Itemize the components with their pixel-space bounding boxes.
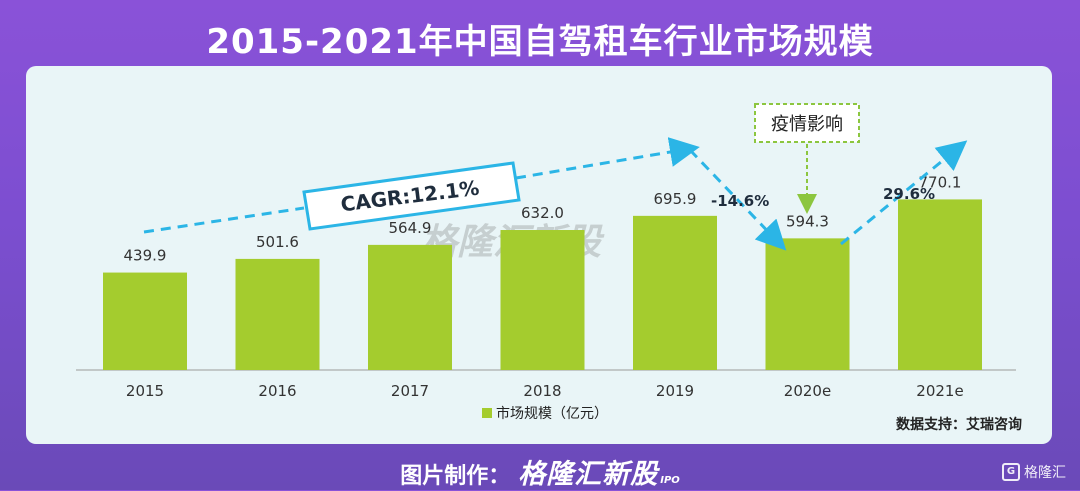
bar-2018 — [500, 230, 585, 370]
x-tick-label: 2018 — [523, 382, 561, 400]
corner-logo-label: 格隆汇 — [1024, 465, 1066, 481]
bar-chart: 格隆汇新股IPO439.92015501.62016564.92017632.0… — [76, 103, 1016, 422]
page-title: 2015-2021年中国自驾租车行业市场规模 — [206, 22, 874, 62]
x-tick-label: 2016 — [258, 382, 296, 400]
annotations-layer: CAGR:12.1% -14.6% 29.6%疫情影响 — [143, 103, 968, 251]
footer-brand: 格隆汇新股 — [518, 459, 659, 490]
rise-arrow — [840, 140, 968, 246]
bar-2020e — [765, 238, 850, 370]
x-tick-label: 2015 — [126, 382, 164, 400]
bar-value-label: 501.6 — [256, 233, 299, 251]
rise-label: 29.6% — [883, 185, 935, 203]
cagr-trend-arrow-right — [515, 137, 700, 180]
bar-2015 — [103, 272, 187, 370]
bar-2019 — [633, 215, 717, 370]
x-tick-label: 2020e — [784, 382, 831, 400]
brand-logo-icon: G — [1002, 463, 1020, 481]
x-tick-label: 2021e — [916, 382, 963, 400]
bars-layer: 格隆汇新股IPO439.92015501.62016564.92017632.0… — [76, 173, 1016, 422]
drop-label: -14.6% — [711, 192, 769, 210]
bar-value-label: 439.9 — [124, 247, 167, 265]
bar-value-label: 695.9 — [654, 190, 697, 208]
bar-2021e — [898, 199, 982, 370]
bar-2016 — [235, 258, 320, 370]
footer: 图片制作： 格隆汇新股 IPO — [0, 452, 1080, 491]
legend-swatch — [482, 408, 492, 418]
drop-arrow — [688, 148, 787, 251]
covid-label: 疫情影响 — [771, 114, 843, 135]
x-tick-label: 2017 — [391, 382, 429, 400]
legend-label: 市场规模（亿元） — [496, 405, 608, 422]
cagr-box — [302, 161, 521, 231]
source-note: 数据支持：艾瑞咨询 — [896, 417, 1022, 433]
bar-value-label: 632.0 — [521, 204, 564, 222]
bar-value-label: 564.9 — [389, 219, 432, 237]
bar-value-label: 770.1 — [919, 173, 962, 191]
bar-value-label: 594.3 — [786, 212, 829, 230]
chart-panel: 格隆汇新股IPO439.92015501.62016564.92017632.0… — [26, 66, 1052, 444]
footer-prefix: 图片制作： — [400, 464, 511, 489]
cagr-trend-line-left — [143, 206, 305, 234]
footer-brand-sub: IPO — [660, 475, 680, 486]
x-tick-label: 2019 — [656, 382, 694, 400]
covid-box — [754, 103, 860, 143]
corner-logo: G 格隆汇 — [1002, 462, 1066, 482]
bar-2017 — [368, 244, 452, 370]
